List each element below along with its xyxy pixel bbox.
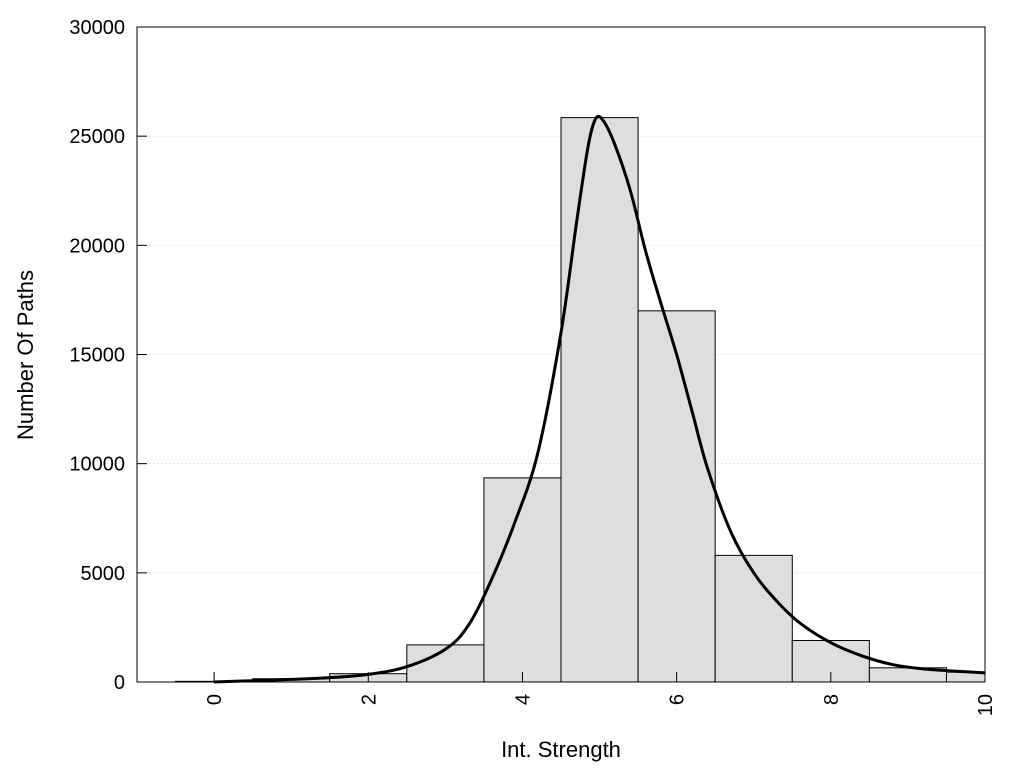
y-tick-label: 25000	[69, 126, 125, 148]
histogram-bar	[560, 117, 639, 683]
histogram-bar	[637, 310, 716, 683]
y-tick-label: 30000	[69, 17, 125, 39]
y-tick-label: 0	[114, 672, 125, 694]
y-tick-label: 15000	[69, 345, 125, 367]
histogram-bar	[714, 554, 793, 683]
x-tick-label: 0	[204, 694, 226, 705]
y-axis-ticks: 0 5000 10000 15000 20000 25000 30000	[69, 17, 147, 694]
y-tick-label: 20000	[69, 235, 125, 257]
x-tick-label: 2	[358, 694, 380, 705]
y-axis-label: Number Of Paths	[13, 270, 38, 440]
x-tick-label: 4	[512, 694, 534, 705]
y-tick-label: 5000	[81, 563, 126, 585]
x-axis-label: Int. Strength	[501, 737, 621, 762]
x-tick-label: 10	[975, 694, 997, 716]
y-tick-label: 10000	[69, 454, 125, 476]
density-curve	[214, 114, 986, 684]
bars	[175, 117, 986, 683]
x-tick-label: 8	[821, 694, 843, 705]
x-axis-ticks: 0 2 4 6 8 10	[204, 672, 997, 716]
histogram-bar	[483, 477, 562, 683]
density-curve-line	[214, 114, 986, 684]
x-tick-label: 6	[667, 694, 689, 705]
